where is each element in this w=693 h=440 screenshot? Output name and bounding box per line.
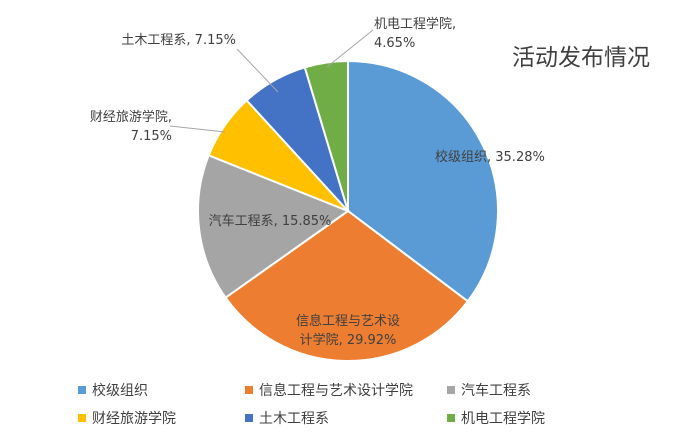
legend-label-0: 校级组织 <box>92 383 148 399</box>
legend-label-2: 汽车工程系 <box>461 383 531 399</box>
legend-swatch-5 <box>447 414 455 422</box>
chart-title: 活动发布情况 <box>512 45 650 71</box>
legend-label-4: 土木工程系 <box>259 411 329 427</box>
legend-label-3: 财经旅游学院 <box>92 411 176 427</box>
legend-item-1: 信息工程与艺术设计学院 <box>245 380 413 400</box>
leader-line-5 <box>326 29 374 68</box>
legend-swatch-2 <box>447 386 455 394</box>
data-label-5: 机电工程学院, 4.65% <box>374 16 456 51</box>
legend-item-2: 汽车工程系 <box>447 380 531 400</box>
data-label-3: 财经旅游学院, 7.15% <box>90 109 172 144</box>
data-label-2: 汽车工程系, 15.85% <box>209 213 332 229</box>
legend-item-0: 校级组织 <box>78 380 148 400</box>
legend-swatch-3 <box>78 414 86 422</box>
pie-slice-1 <box>224 209 470 362</box>
data-label-4: 土木工程系, 7.15% <box>121 33 236 48</box>
legend-item-3: 财经旅游学院 <box>78 408 176 428</box>
legend-label-1: 信息工程与艺术设计学院 <box>259 383 413 399</box>
pie-slice-0 <box>347 59 499 303</box>
data-label-0: 校级组织, 35.28% <box>435 149 545 165</box>
legend-swatch-4 <box>245 414 253 422</box>
data-label-1: 信息工程与艺术设计学院, 29.92% <box>296 313 400 348</box>
legend-swatch-0 <box>78 386 86 394</box>
leader-line-4 <box>236 48 279 93</box>
legend-item-4: 土木工程系 <box>245 408 329 428</box>
legend-swatch-1 <box>245 386 253 394</box>
legend-label-5: 机电工程学院 <box>461 411 545 427</box>
leader-line-3 <box>169 125 226 133</box>
pie-slice-2 <box>197 154 351 300</box>
pie-slice-5 <box>303 59 349 212</box>
legend-item-5: 机电工程学院 <box>447 408 545 428</box>
